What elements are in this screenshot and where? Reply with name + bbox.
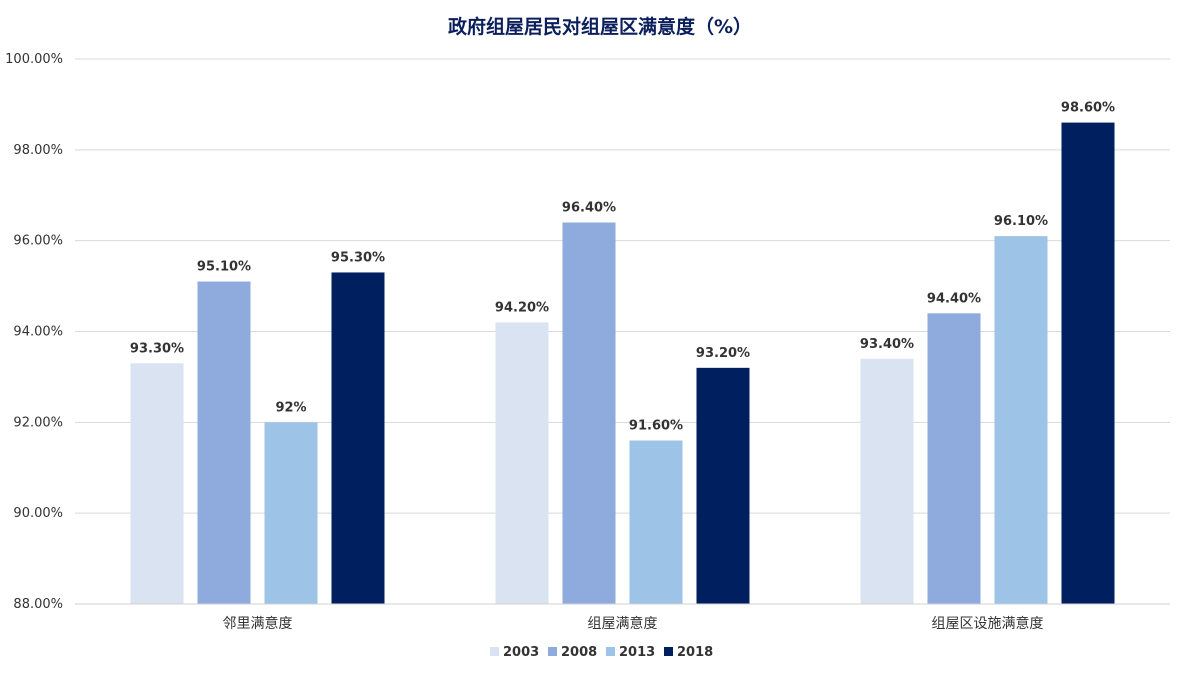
bar bbox=[331, 272, 385, 604]
data-label: 91.60% bbox=[629, 419, 683, 434]
legend-swatch bbox=[490, 647, 499, 656]
legend-swatch bbox=[548, 647, 557, 656]
y-tick-label: 96.00% bbox=[13, 234, 63, 249]
bar bbox=[629, 440, 683, 604]
legend-label: 2018 bbox=[677, 645, 713, 660]
chart-title: 政府组屋居民对组屋区满意度（%） bbox=[447, 16, 753, 38]
y-tick-label: 90.00% bbox=[13, 506, 63, 521]
bar bbox=[495, 322, 549, 604]
bar bbox=[927, 313, 981, 604]
y-tick-label: 94.00% bbox=[13, 325, 63, 340]
legend-swatch bbox=[664, 647, 673, 656]
x-category-label: 组屋满意度 bbox=[588, 615, 658, 632]
x-category-label: 邻里满意度 bbox=[223, 615, 293, 632]
data-label: 92% bbox=[275, 400, 306, 415]
legend-label: 2013 bbox=[619, 645, 655, 660]
legend-label: 2003 bbox=[503, 645, 539, 660]
bar bbox=[562, 222, 616, 604]
bar bbox=[1061, 122, 1115, 604]
data-label: 95.30% bbox=[331, 250, 385, 265]
data-label: 96.10% bbox=[994, 214, 1048, 229]
y-tick-label: 98.00% bbox=[13, 143, 63, 158]
bar bbox=[130, 363, 184, 604]
data-label: 94.20% bbox=[495, 300, 549, 315]
data-label: 93.40% bbox=[860, 337, 914, 352]
y-tick-label: 100.00% bbox=[5, 52, 63, 67]
data-label: 98.60% bbox=[1061, 101, 1115, 116]
x-category-label: 组屋区设施满意度 bbox=[932, 615, 1044, 632]
data-label: 94.40% bbox=[927, 291, 981, 306]
data-label: 93.30% bbox=[130, 341, 184, 356]
data-label: 95.10% bbox=[197, 260, 251, 275]
bar bbox=[860, 358, 914, 604]
bar bbox=[197, 281, 251, 604]
bar bbox=[994, 236, 1048, 604]
y-tick-label: 92.00% bbox=[13, 415, 63, 430]
bar bbox=[264, 422, 318, 604]
data-label: 93.20% bbox=[696, 346, 750, 361]
bar bbox=[696, 367, 750, 604]
data-label: 96.40% bbox=[562, 201, 616, 216]
legend-swatch bbox=[606, 647, 615, 656]
y-tick-label: 88.00% bbox=[13, 597, 63, 612]
legend-label: 2008 bbox=[561, 645, 597, 660]
